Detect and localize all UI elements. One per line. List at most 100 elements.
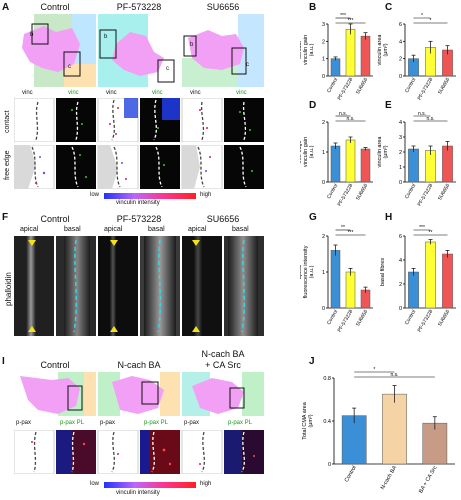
chart-h-bar-2: [442, 253, 453, 309]
chart-e-category-0: Control: [404, 183, 417, 200]
chart-b-category-0: Control: [326, 77, 339, 94]
panel-f-sublabel-1: apical: [20, 226, 39, 233]
panel-letter-c: C: [385, 2, 393, 13]
chart-d-ytick-label-2: 2: [322, 120, 325, 126]
chart-b-ytick-label-0: 0: [322, 74, 325, 80]
chart-d-bar-2: [360, 148, 371, 183]
chart-b-category-2: SU6656: [355, 77, 369, 96]
panel-i-sublabel-4: p-pax PL: [144, 420, 169, 426]
panel-i-cell-image-ncach: [98, 372, 180, 416]
chart-e: vinculin area(μm²) 0 1 2 3 4 Control PF-573228 S…: [377, 111, 456, 207]
panel-a-sublabel-4: vinc: [152, 90, 163, 96]
chart-e-bar-2: [442, 145, 453, 183]
panel-i-sublabel-1: p-pax: [16, 420, 32, 426]
panel-a-inset-b-su: b: [190, 42, 194, 48]
panel-f-images: [14, 236, 264, 336]
chart-h: basal fibres 0 2 4 6 Control PF-573228 SU6656 **…: [380, 225, 456, 334]
chart-h-sig-label-0: ***: [419, 225, 425, 231]
chart-e-bar-0: [408, 148, 419, 183]
panel-a-colorbar-caption: vinculin intensity: [116, 200, 160, 206]
chart-j-category-2: N-cach BA + CA Src: [409, 465, 439, 494]
chart-j-category-0: Control: [344, 465, 358, 483]
panel-a-header-su: SU6656: [206, 2, 240, 12]
chart-b-bar-0: [330, 58, 341, 77]
chart-c-sig-label-0: *: [421, 13, 423, 19]
chart-d-ytick-label-1: 1: [322, 150, 325, 156]
panel-i-cell-image-control: [14, 372, 96, 416]
panel-a-colorbar: [104, 193, 196, 199]
panel-i-header-control: Control: [40, 360, 70, 370]
panel-f-sublabel-4: basal: [148, 226, 165, 233]
chart-e-sig-label-1: n.s.: [426, 116, 434, 122]
chart-g-ytick-label-1: 1: [322, 270, 325, 276]
chart-h-bar-1: [425, 241, 436, 309]
chart-c-ytick-label-0: 0: [399, 74, 402, 80]
panel-letter-b: B: [309, 2, 317, 13]
panel-f-sublabel-3: apical: [104, 226, 123, 233]
panel-f-sublabel-5: apical: [188, 226, 207, 233]
chart-e-category-2: SU6656: [437, 183, 451, 202]
panel-i-header-ncach-src: N-cach BA + CA Src: [201, 349, 245, 370]
chart-d-sig-label-0: n.s.: [339, 111, 347, 117]
chart-d-bar-1: [345, 139, 356, 183]
chart-h-category-1: PF-573228: [417, 309, 435, 334]
chart-g-ytick-label-2: 2: [322, 234, 325, 240]
panel-letter-j: J: [309, 356, 315, 367]
chart-d-sig-label-1: n.s.: [346, 116, 354, 122]
chart-j-category-1: N-cach BA: [380, 465, 399, 491]
chart-h-bar-0: [408, 271, 419, 309]
chart-e-sig-label-0: n.s.: [418, 111, 426, 117]
chart-h-sig-label-1: **: [429, 230, 433, 236]
chart-h-ytick-label-2: 4: [399, 258, 402, 264]
panel-letter-d: D: [309, 100, 317, 111]
panel-letter-g: G: [309, 212, 317, 223]
chart-g-ytick-label-0: 0: [322, 306, 325, 312]
panel-i-header-ncach: N-cach BA: [117, 360, 161, 370]
chart-b-sig-label-0: ***: [340, 13, 346, 19]
chart-g-category-2: SU6656: [355, 309, 369, 328]
panel-a-colorbar-high: high: [200, 192, 212, 198]
chart-j-ytick-label-1: 0.4: [323, 419, 331, 425]
chart-j: Total CMA area(μm²) 0 0.4 0.8 Control N-cach …: [302, 367, 455, 494]
chart-d-category-0: Control: [326, 183, 339, 200]
panel-a-inset-c-su: c: [246, 62, 249, 68]
chart-c-ytick-label-2: 4: [399, 39, 402, 45]
chart-e-ytick-label-3: 3: [399, 135, 402, 141]
panel-i-colorbar: [104, 482, 196, 488]
panel-a-inset-c-control: c: [68, 64, 71, 70]
chart-g-sig-label-0: **: [341, 225, 345, 231]
chart-g-ylabel: apicalfluorescence intensity(a.u.): [300, 245, 315, 298]
panel-f-header-su: SU6656: [206, 214, 240, 224]
panel-a-header-pf: PF-573228: [116, 2, 162, 12]
panel-a-colorbar-low: low: [90, 192, 100, 198]
panel-i-colorbar-caption: vinculin intensity: [116, 490, 160, 496]
chart-c-ytick-label-1: 2: [399, 57, 402, 63]
chart-d-ytick-label-0: 0: [322, 180, 325, 186]
chart-g-category-1: PF-573228: [337, 309, 355, 334]
chart-h-category-2: SU6656: [437, 309, 451, 328]
panel-a-header-control: Control: [40, 2, 70, 12]
panel-a-cell-image-pf: [98, 14, 180, 87]
chart-e-ytick-label-0: 0: [399, 180, 402, 186]
chart-h-ytick-label-0: 0: [399, 306, 402, 312]
chart-g-sig-label-1: ***: [348, 230, 354, 236]
chart-c-ytick-label-3: 6: [399, 22, 402, 28]
chart-j-bar-1: [382, 393, 407, 465]
chart-j-ytick-label-2: 0.8: [323, 376, 331, 382]
chart-c: vinculin area(μm²) 0 2 4 6 Control PF-573228 SU…: [377, 13, 456, 101]
panel-a-sublabel-5: vinc: [190, 90, 201, 96]
panel-a-sublabel-6: vinc: [236, 90, 247, 96]
panel-a-free-edge-row: [13, 144, 264, 190]
panel-a-sublabel-1: vinc: [22, 90, 33, 96]
chart-b-bar-1: [345, 28, 356, 77]
panel-i-colorbar-low: low: [90, 481, 100, 487]
chart-e-ytick-label-4: 4: [399, 120, 402, 126]
chart-d-bar-0: [330, 145, 341, 183]
panel-f-sublabel-2: basal: [64, 226, 81, 233]
chart-g-bar-0: [330, 250, 341, 309]
chart-d-category-1: PF-573228: [337, 183, 355, 208]
chart-b-ytick-label-1: 1: [322, 57, 325, 63]
chart-g-category-0: Control: [326, 309, 339, 326]
chart-b-sig-label-1: ***: [348, 18, 354, 24]
chart-g: apicalfluorescence intensity(a.u.) 0 1 2 Con…: [300, 225, 373, 334]
